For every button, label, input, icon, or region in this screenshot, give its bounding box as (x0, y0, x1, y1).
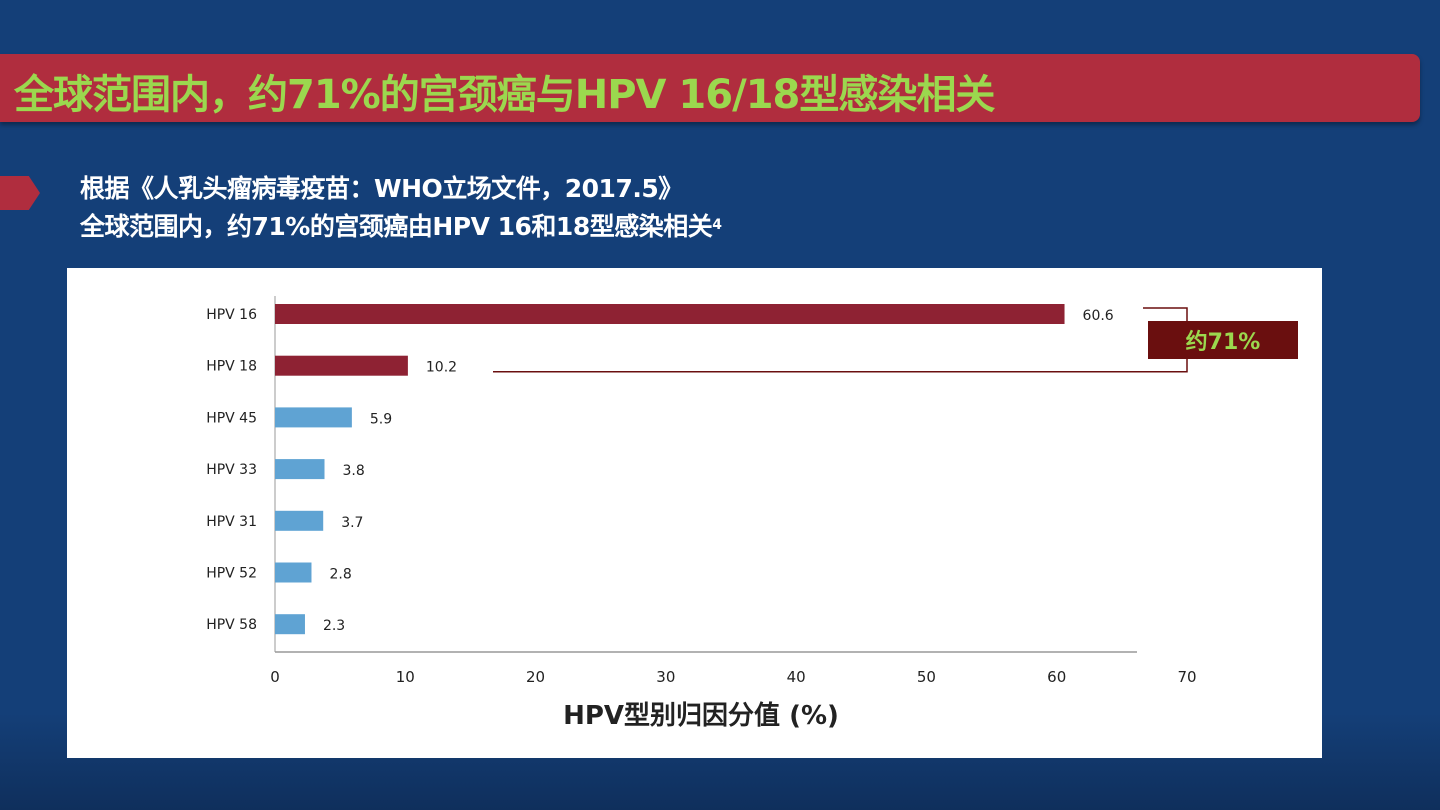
category-label: HPV 45 (206, 410, 257, 426)
x-axis-title: HPV型别归因分值 (%) (563, 701, 839, 731)
bar (275, 562, 312, 583)
value-label: 3.7 (341, 515, 363, 531)
x-tick-label: 10 (396, 668, 415, 686)
value-label: 60.6 (1083, 308, 1114, 324)
bar (275, 510, 324, 531)
category-label: HPV 16 (206, 307, 257, 323)
subtitle-line-1: 根据《人乳头瘤病毒疫苗：WHO立场文件，2017.5》 (80, 174, 683, 203)
bar (275, 355, 408, 376)
category-label: HPV 52 (206, 566, 257, 582)
x-tick-label: 60 (1047, 668, 1066, 686)
bar-chart: 0 10 20 30 40 50 60 70 HPV 16 60.6 HPV 18 10.2 HPV 4… (206, 296, 1197, 731)
slide-title: 全球范围内，约71%的宫颈癌与HPV 16/18型感染相关 (14, 72, 995, 118)
bar (275, 459, 325, 480)
category-label: HPV 58 (206, 617, 257, 633)
bullet-arrow-icon (0, 176, 40, 210)
bar (275, 614, 305, 635)
value-label: 2.8 (329, 567, 351, 583)
x-tick-label: 70 (1177, 668, 1196, 686)
subtitle-block: 根据《人乳头瘤病毒疫苗：WHO立场文件，2017.5》 全球范围内，约71%的宫… (80, 170, 722, 246)
subtitle-line-2-text: 全球范围内，约71%的宫颈癌由HPV 16和18型感染相关 (80, 212, 713, 241)
title-bar: 全球范围内，约71%的宫颈癌与HPV 16/18型感染相关 (0, 54, 1420, 122)
value-label: 3.8 (343, 463, 365, 479)
category-label: HPV 33 (206, 462, 257, 478)
reference-superscript: 4 (712, 217, 722, 233)
value-label: 10.2 (426, 360, 457, 376)
bar (275, 407, 352, 428)
x-tick-label: 40 (787, 668, 806, 686)
value-label: 5.9 (370, 411, 392, 427)
x-tick-label: 30 (656, 668, 675, 686)
x-tick-label: 0 (270, 668, 280, 686)
category-label: HPV 18 (206, 359, 257, 375)
x-tick-label: 20 (526, 668, 545, 686)
annotation-box: 约71% (1148, 321, 1298, 359)
chart-panel: 0 10 20 30 40 50 60 70 HPV 16 60.6 HPV 18 10.2 HPV 4… (67, 268, 1322, 758)
bar (275, 304, 1065, 324)
value-label: 2.3 (323, 618, 345, 634)
subtitle-line-2: 全球范围内，约71%的宫颈癌由HPV 16和18型感染相关4 (80, 208, 722, 246)
category-label: HPV 31 (206, 514, 257, 530)
x-tick-label: 50 (917, 668, 936, 686)
